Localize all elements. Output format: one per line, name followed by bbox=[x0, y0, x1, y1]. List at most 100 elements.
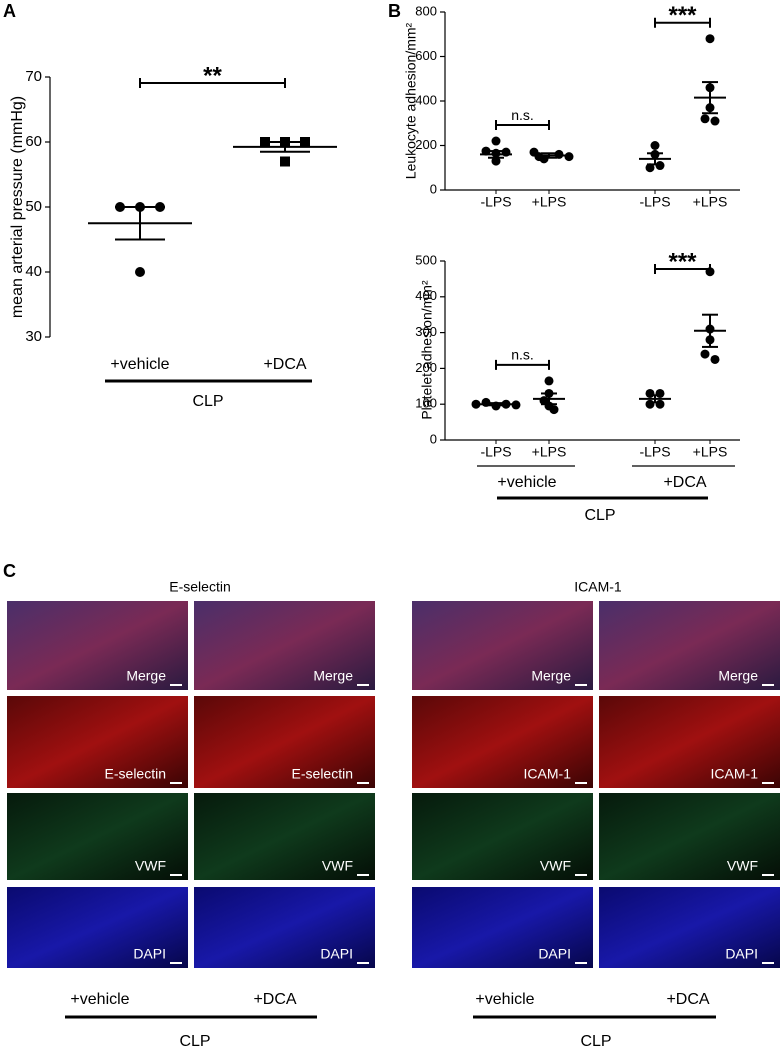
micrograph-label: VWF bbox=[135, 858, 166, 874]
x-tick-label: -LPS bbox=[480, 444, 511, 460]
y-axis-label: Leukocyte adhesion/mm² bbox=[403, 22, 419, 179]
column-title: ICAM-1 bbox=[574, 579, 622, 595]
micrograph bbox=[599, 793, 780, 880]
data-point bbox=[655, 161, 665, 171]
data-point bbox=[655, 399, 665, 409]
panel-label: C bbox=[3, 561, 16, 581]
x-tick-label: -LPS bbox=[639, 194, 670, 210]
data-point bbox=[700, 349, 710, 359]
significance-label: *** bbox=[668, 2, 697, 29]
y-tick-label: 60 bbox=[25, 133, 42, 150]
y-tick-label: 400 bbox=[415, 92, 437, 107]
data-point bbox=[481, 146, 491, 156]
micrograph-label: VWF bbox=[727, 858, 758, 874]
error-bar bbox=[488, 402, 504, 407]
y-tick-label: 300 bbox=[415, 324, 437, 339]
y-axis-label: Platelet adhesion/mm² bbox=[419, 280, 435, 420]
significance-label: ** bbox=[203, 62, 222, 89]
error-bar bbox=[647, 152, 663, 166]
micrograph bbox=[7, 887, 188, 968]
micrograph bbox=[7, 601, 188, 690]
group-label: CLP bbox=[580, 1033, 611, 1050]
condition-label: +vehicle bbox=[70, 991, 129, 1008]
data-point bbox=[645, 163, 655, 173]
data-point bbox=[539, 154, 549, 164]
micrograph bbox=[194, 887, 375, 968]
group-label: CLP bbox=[179, 1033, 210, 1050]
micrograph-label: Merge bbox=[313, 668, 353, 684]
micrograph bbox=[194, 793, 375, 880]
data-point bbox=[280, 156, 290, 167]
data-point bbox=[655, 388, 665, 398]
y-tick-label: 200 bbox=[415, 360, 437, 375]
micrograph-label: VWF bbox=[540, 858, 571, 874]
micrograph bbox=[194, 601, 375, 690]
data-point bbox=[645, 388, 655, 398]
subgroup-label: +DCA bbox=[663, 474, 706, 491]
error-bar bbox=[115, 206, 165, 241]
data-point bbox=[710, 354, 720, 364]
subgroup-label: +vehicle bbox=[497, 474, 556, 491]
y-tick-label: 500 bbox=[415, 252, 437, 267]
micrograph bbox=[599, 696, 780, 788]
y-tick-label: 100 bbox=[415, 396, 437, 411]
micrograph bbox=[194, 696, 375, 788]
significance-label: n.s. bbox=[511, 347, 534, 363]
x-tick-label: -LPS bbox=[480, 194, 511, 210]
y-tick-label: 70 bbox=[25, 68, 42, 85]
data-point bbox=[544, 376, 554, 386]
data-point bbox=[700, 114, 710, 124]
micrograph-label: E-selectin bbox=[105, 766, 166, 782]
micrograph-label: DAPI bbox=[725, 946, 758, 962]
significance-bracket bbox=[139, 78, 286, 88]
micrograph bbox=[412, 601, 593, 690]
x-tick-label: +LPS bbox=[532, 194, 567, 210]
group-label: CLP bbox=[584, 507, 615, 524]
data-point bbox=[650, 141, 660, 150]
condition-label: +vehicle bbox=[475, 991, 534, 1008]
significance-bracket bbox=[654, 17, 711, 28]
micrograph bbox=[599, 887, 780, 968]
error-bar bbox=[702, 313, 718, 348]
x-tick-label: +vehicle bbox=[110, 356, 169, 373]
x-tick-label: -LPS bbox=[639, 444, 670, 460]
micrograph-label: ICAM-1 bbox=[524, 766, 572, 782]
data-point bbox=[511, 400, 521, 410]
micrograph bbox=[412, 793, 593, 880]
micrograph bbox=[7, 793, 188, 880]
data-point bbox=[554, 149, 564, 159]
y-tick-label: 800 bbox=[415, 3, 437, 18]
x-tick-label: +LPS bbox=[532, 444, 567, 460]
micrograph-label: Merge bbox=[531, 668, 571, 684]
micrograph bbox=[412, 887, 593, 968]
y-tick-label: 0 bbox=[430, 431, 437, 446]
y-tick-label: 30 bbox=[25, 328, 42, 345]
y-tick-label: 200 bbox=[415, 137, 437, 152]
significance-label: n.s. bbox=[511, 107, 534, 123]
data-point bbox=[491, 136, 501, 146]
y-axis-label: mean arterial pressure (mmHg) bbox=[9, 96, 26, 318]
panel-label: B bbox=[388, 1, 401, 21]
x-tick-label: +DCA bbox=[263, 356, 306, 373]
column-title: E-selectin bbox=[169, 579, 230, 595]
condition-label: +DCA bbox=[253, 991, 296, 1008]
y-tick-label: 600 bbox=[415, 48, 437, 63]
y-tick-label: 40 bbox=[25, 263, 42, 280]
x-tick-label: +LPS bbox=[693, 194, 728, 210]
y-tick-label: 0 bbox=[430, 181, 437, 196]
data-point bbox=[549, 405, 559, 415]
micrograph-label: E-selectin bbox=[292, 766, 353, 782]
micrograph bbox=[412, 696, 593, 788]
micrograph-label: Merge bbox=[126, 668, 166, 684]
significance-label: *** bbox=[668, 248, 697, 275]
x-tick-label: +LPS bbox=[693, 444, 728, 460]
significance-bracket bbox=[654, 264, 711, 274]
micrograph-label: VWF bbox=[322, 858, 353, 874]
error-bar bbox=[702, 81, 718, 115]
data-point bbox=[471, 399, 481, 409]
significance-bracket bbox=[495, 359, 550, 370]
data-point bbox=[645, 399, 655, 409]
micrograph-label: ICAM-1 bbox=[711, 766, 759, 782]
